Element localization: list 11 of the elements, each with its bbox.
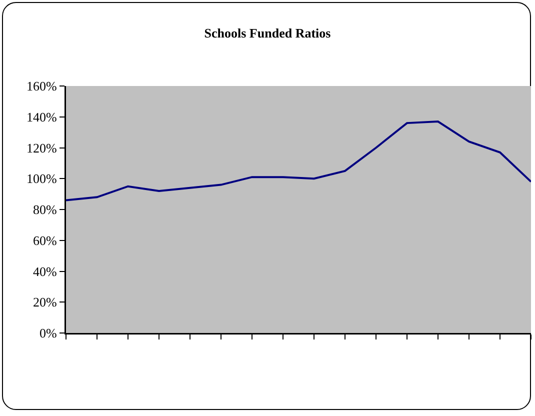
chart-title: Schools Funded Ratios <box>204 26 331 41</box>
y-tick-label: 40% <box>33 264 58 279</box>
y-tick-label: 80% <box>33 202 58 218</box>
y-tick-label: 140% <box>26 109 58 124</box>
y-tick-label: 20% <box>33 294 58 310</box>
line-series <box>66 120 531 202</box>
y-tick-label: 120% <box>26 140 58 156</box>
y-tick-label: 60% <box>33 232 58 248</box>
y-tick-label: 100% <box>26 171 58 186</box>
y-tick-label: 0% <box>40 326 58 341</box>
y-tick-label: 160% <box>26 78 58 94</box>
